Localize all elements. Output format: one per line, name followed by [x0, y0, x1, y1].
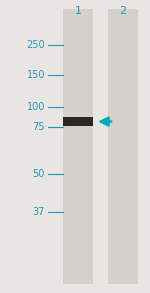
Text: 75: 75: [33, 122, 45, 132]
Text: 150: 150: [27, 70, 45, 80]
Text: 1: 1: [75, 6, 81, 16]
Text: 250: 250: [26, 40, 45, 50]
Text: 37: 37: [33, 207, 45, 217]
Text: 2: 2: [119, 6, 127, 16]
Bar: [63, 117, 93, 126]
Bar: [108, 9, 138, 284]
Text: 100: 100: [27, 102, 45, 112]
Bar: [63, 9, 93, 284]
Text: 50: 50: [33, 169, 45, 179]
